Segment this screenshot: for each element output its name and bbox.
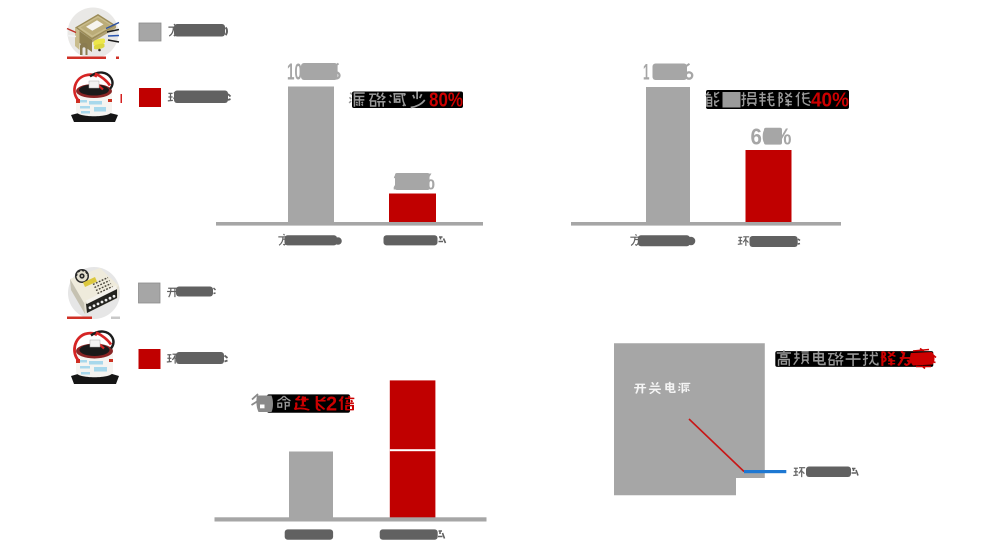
svg-text:40%: 40% (811, 90, 849, 112)
svg-text:10: 10 (287, 59, 302, 85)
svg-text:80%: 80% (429, 90, 463, 112)
svg-text:1: 1 (643, 60, 650, 85)
svg-text:2: 2 (326, 394, 337, 416)
